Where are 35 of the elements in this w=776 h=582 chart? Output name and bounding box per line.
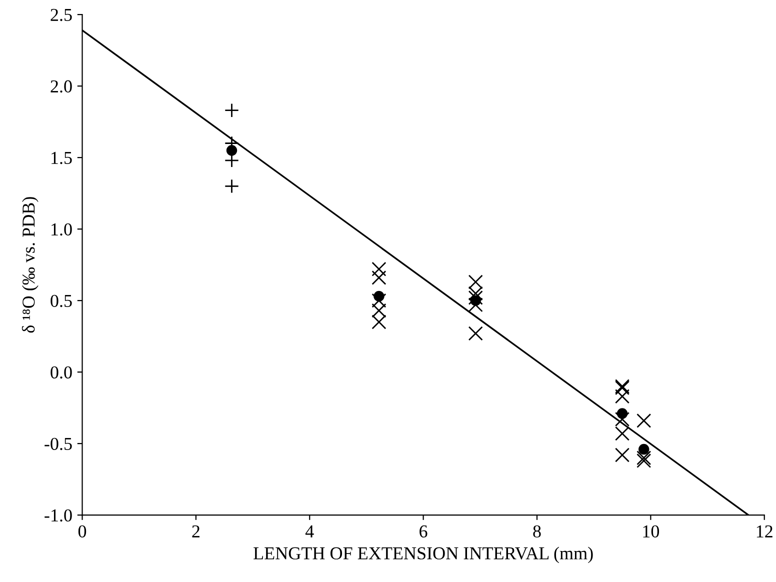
point — [372, 314, 386, 330]
point — [374, 290, 384, 302]
y-tick-label: 2.0 — [50, 80, 72, 93]
x-tick-label: 6 — [420, 525, 428, 538]
y-axis-title: δ ¹⁸O (‰ vs. PDB) — [22, 197, 38, 333]
point — [372, 262, 386, 276]
x-tick-label: 4 — [305, 525, 314, 538]
x-tick-label: 12 — [756, 525, 772, 538]
point — [372, 303, 386, 318]
point — [636, 453, 652, 468]
point — [636, 413, 652, 428]
y-tick-label: 2.5 — [50, 8, 72, 22]
point — [470, 295, 481, 306]
y-tick-label: -1.0 — [44, 509, 72, 522]
y-tick-label: 1.5 — [52, 152, 72, 164]
point — [468, 326, 483, 341]
x-tick-label: 2 — [192, 525, 200, 538]
point — [614, 426, 630, 441]
point — [636, 450, 652, 466]
point — [614, 448, 630, 462]
y-tick-label: 0.0 — [50, 366, 72, 379]
point — [468, 274, 483, 290]
x-tick-label: 0 — [78, 525, 86, 538]
point — [614, 389, 630, 404]
point — [372, 270, 386, 285]
y-tick-label: 1.0 — [52, 223, 72, 236]
point — [468, 286, 483, 301]
point — [638, 444, 650, 455]
y-tick-label: -0.5 — [44, 438, 72, 450]
x-tick-label: 8 — [533, 525, 541, 538]
x-tick-label: 10 — [643, 525, 660, 538]
y-tick-label: 0.5 — [50, 294, 72, 308]
point — [616, 408, 628, 419]
point — [226, 145, 238, 156]
x-axis-title: LENGTH OF EXTENSION INTERVAL (mm) — [254, 546, 593, 564]
